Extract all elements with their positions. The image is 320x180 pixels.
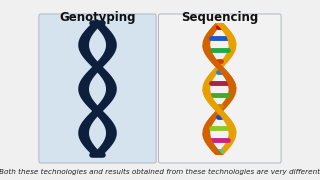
Text: Both these technologies and results obtained from these technologies are very di: Both these technologies and results obta… [0,169,320,175]
Polygon shape [78,23,117,155]
Polygon shape [216,23,236,45]
Polygon shape [203,23,236,155]
Bar [92,63,103,71]
FancyBboxPatch shape [158,14,281,163]
Polygon shape [203,89,236,133]
Text: Genotyping: Genotyping [59,11,136,24]
Text: Sequencing: Sequencing [181,11,258,24]
Bar [92,107,103,115]
Polygon shape [203,45,236,89]
FancyBboxPatch shape [39,14,156,163]
Polygon shape [203,133,223,155]
Polygon shape [203,23,236,155]
Polygon shape [78,23,117,155]
